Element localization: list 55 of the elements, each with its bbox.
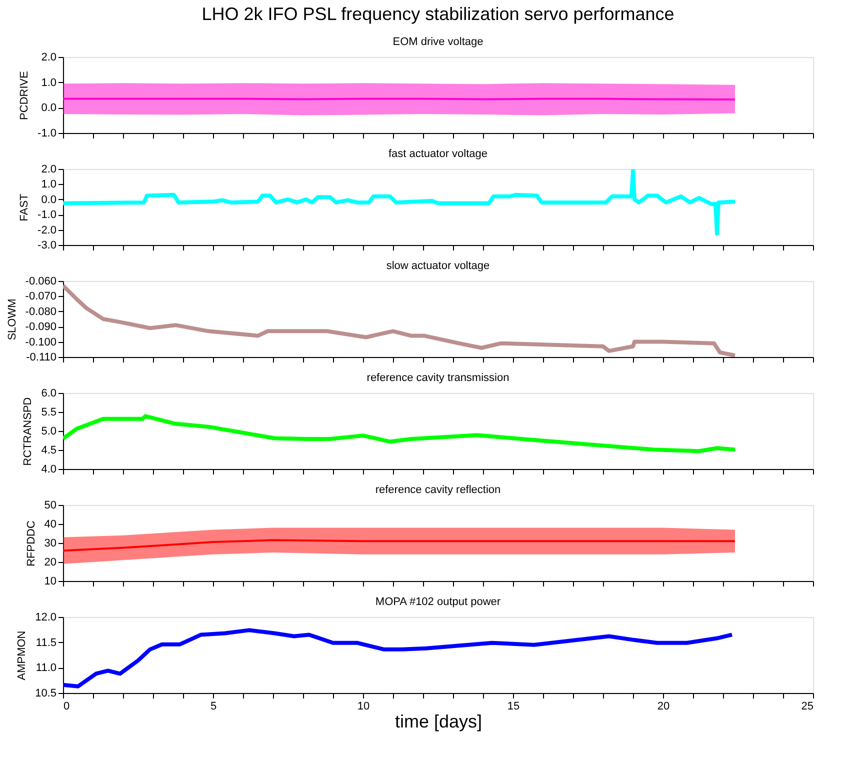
y-tick-label: 4.0 (41, 464, 56, 476)
y-tick-label: 6.0 (41, 388, 56, 400)
y-tick-label: 20 (44, 556, 56, 568)
x-tick-label: 25 (801, 700, 814, 712)
y-axis-title: PCDRIVE (18, 71, 31, 120)
y-tick-label: -0.060 (25, 276, 56, 288)
y-tick-label: 2.0 (41, 164, 56, 176)
y-tick-label: -0.070 (25, 290, 56, 303)
line-series (63, 539, 736, 552)
y-tick-label: 0.0 (41, 194, 56, 206)
y-tick-label: 30 (44, 538, 56, 550)
y-tick-label: 1.0 (41, 76, 56, 89)
y-tick-label: -1.0 (38, 128, 56, 140)
y-tick-label: -2.0 (38, 224, 56, 236)
y-tick-label: 2.0 (41, 52, 56, 64)
y-tick-label: 10.5 (35, 688, 56, 700)
y-tick-label: -0.090 (25, 321, 56, 334)
y-tick-label: 10 (44, 576, 56, 588)
line-series (63, 414, 737, 454)
chart-title: reference cavity reflection (375, 484, 501, 496)
y-tick-label: 0.0 (41, 102, 56, 114)
chart-title: fast actuator voltage (388, 148, 488, 160)
y-tick-label: -3.0 (38, 240, 56, 252)
y-axis-title: FAST (18, 193, 31, 222)
line-series (63, 628, 734, 688)
line-series (63, 169, 737, 236)
y-tick-label: 1.0 (41, 178, 56, 191)
y-tick-label: 12.0 (35, 612, 56, 624)
y-axis-title: SLOWM (6, 298, 18, 340)
y-tick-label: -0.100 (25, 336, 56, 348)
y-tick-label: -0.080 (25, 306, 56, 318)
line-series (63, 284, 737, 357)
y-tick-label: 5.5 (41, 406, 56, 418)
x-tick-label: 0 (64, 700, 70, 712)
y-axis-title: RFPDDC (25, 520, 38, 566)
y-tick-label: 40 (44, 518, 56, 530)
x-tick-label: 20 (657, 700, 670, 712)
chart-title: reference cavity transmission (366, 372, 510, 384)
x-tick-label: 15 (507, 700, 520, 712)
y-tick-label: 11.5 (36, 636, 56, 649)
y-tick-label: 11.0 (36, 662, 56, 674)
y-tick-label: -0.110 (26, 352, 56, 364)
y-tick-label: -1.0 (38, 209, 56, 222)
x-tick-label: 5 (210, 700, 217, 712)
chart-subtitle: EOM drive voltage (392, 36, 484, 48)
x-tick-label: 10 (357, 700, 370, 712)
chart-title: MOPA #102 output power (375, 596, 501, 608)
chart-title: slow actuator voltage (386, 260, 490, 272)
chart-title: LHO 2k IFO PSL frequency stabilization servo performance (202, 4, 674, 24)
x-axis-title: time [days] (394, 712, 482, 732)
y-axis-title: AMPMON (16, 630, 28, 680)
y-tick-label: 5.0 (41, 426, 56, 438)
y-axis-title: RCTRANSPD (22, 397, 34, 466)
y-tick-label: 50 (44, 500, 56, 512)
y-tick-label: 4.5 (41, 444, 56, 456)
